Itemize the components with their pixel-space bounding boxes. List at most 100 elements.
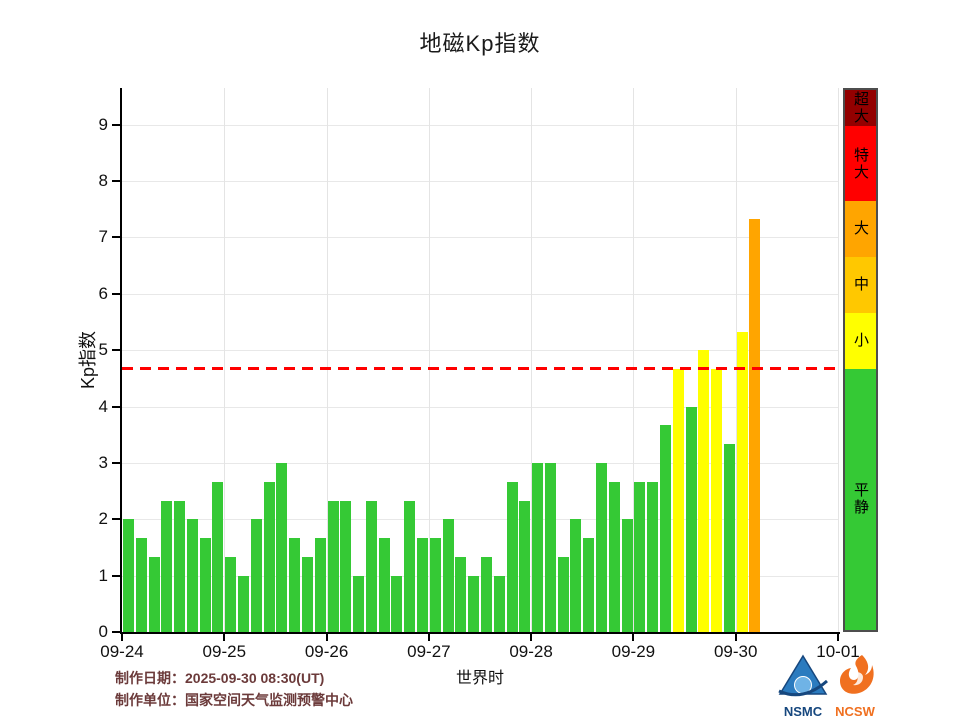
x-tick-mark xyxy=(325,634,328,641)
gridline-h xyxy=(122,406,838,408)
kp-bar xyxy=(212,481,224,632)
x-axis-label: 世界时 xyxy=(455,670,504,687)
kp-bar xyxy=(723,444,735,632)
kp-bar xyxy=(608,481,620,632)
x-tick-mark xyxy=(734,634,737,641)
svg-text:NSMC: NSMC xyxy=(784,705,823,718)
y-tick-label: 5 xyxy=(98,340,108,360)
gridline-v xyxy=(428,88,430,632)
gridline-h xyxy=(122,462,838,464)
kp-bar xyxy=(429,537,441,632)
kp-bar xyxy=(289,537,301,632)
storm-threshold-line xyxy=(122,367,838,371)
y-tick-mark xyxy=(112,123,120,126)
colorbar-segment-label: 小 xyxy=(852,332,869,350)
x-tick-label: 09-24 xyxy=(100,642,144,661)
kp-bar xyxy=(557,557,569,632)
kp-bar xyxy=(417,537,428,632)
colorbar-segment: 小 xyxy=(845,312,876,369)
plot-area xyxy=(122,88,839,632)
kp-bar xyxy=(480,557,492,632)
colorbar-segment: 大 xyxy=(845,200,876,257)
ncsw-logo: NCSW xyxy=(832,654,878,720)
chart-title: 地磁Kp指数 xyxy=(419,31,541,56)
x-tick-label: 09-26 xyxy=(304,642,349,661)
kp-bar xyxy=(276,462,288,632)
kp-bar xyxy=(199,537,211,632)
x-tick-label: 09-25 xyxy=(202,642,247,661)
y-tick-label: 6 xyxy=(98,283,108,303)
kp-severity-colorbar: 超大 特大大中小平静 xyxy=(843,88,878,632)
kp-bar xyxy=(301,557,313,632)
kp-bar xyxy=(238,575,249,632)
kp-bar xyxy=(148,557,160,632)
kp-bar xyxy=(570,519,582,632)
x-tick-mark xyxy=(427,634,430,641)
kp-bar xyxy=(749,218,761,632)
kp-bar xyxy=(468,575,480,632)
gridline-v xyxy=(224,88,226,632)
x-tick-mark xyxy=(121,634,123,641)
kp-bar xyxy=(647,481,659,632)
x-tick-label: 09-28 xyxy=(509,642,553,661)
svg-text:NCSW: NCSW xyxy=(835,705,875,718)
production-date: 制作日期：2025-09-30 08:30(UT) xyxy=(115,670,325,686)
kp-bar xyxy=(135,537,147,632)
x-tick-label: 09-27 xyxy=(407,642,451,661)
kp-bar xyxy=(711,368,722,632)
gridline-h xyxy=(122,181,838,182)
colorbar-segment-label: 超大 xyxy=(852,91,869,126)
kp-bar xyxy=(225,557,237,632)
kp-bar xyxy=(161,500,173,632)
y-tick-mark xyxy=(112,292,120,295)
x-tick-mark xyxy=(530,634,533,641)
nsmc-logo-icon xyxy=(778,654,828,697)
kp-bar xyxy=(544,462,556,632)
kp-bar xyxy=(698,350,710,632)
gridline-h xyxy=(122,237,838,239)
kp-bar xyxy=(634,481,646,632)
y-tick-label: 4 xyxy=(98,396,108,416)
gridline-v xyxy=(326,88,328,632)
y-axis-label: Kp指数 xyxy=(78,330,98,390)
y-tick-label: 2 xyxy=(98,509,108,529)
kp-bar xyxy=(455,557,467,632)
colorbar-segment: 超大 xyxy=(845,90,876,127)
colorbar-segment-label: 特大 xyxy=(852,146,869,181)
kp-bar xyxy=(404,500,416,632)
y-tick-label: 3 xyxy=(98,452,108,472)
x-tick-label: 09-29 xyxy=(611,642,656,661)
kp-bar xyxy=(672,368,684,632)
y-tick-mark xyxy=(112,461,120,464)
kp-bar xyxy=(596,462,607,632)
colorbar-segment-label: 平静 xyxy=(852,482,869,517)
colorbar-segment: 平静 xyxy=(845,368,876,630)
kp-bar xyxy=(186,519,198,632)
x-tick-mark xyxy=(223,634,226,641)
kp-bar xyxy=(250,519,262,632)
y-tick-mark xyxy=(112,349,120,352)
kp-bar xyxy=(736,331,748,632)
x-axis-spine xyxy=(120,632,840,634)
gridline-h xyxy=(122,519,838,521)
nsmc-logo-text: NSMC xyxy=(784,704,823,719)
kp-bar xyxy=(391,575,403,632)
kp-bar xyxy=(583,537,595,632)
kp-bar xyxy=(659,425,671,632)
kp-bar xyxy=(442,519,454,632)
gridline-h xyxy=(122,124,838,126)
kp-bar xyxy=(340,500,352,632)
colorbar-segment-label: 中 xyxy=(852,276,869,294)
x-tick-label: 09-30 xyxy=(713,642,758,661)
kp-bar xyxy=(519,500,531,632)
y-tick-label: 0 xyxy=(98,622,108,641)
y-tick-label: 8 xyxy=(98,171,108,190)
gridline-v xyxy=(838,88,839,632)
y-tick-label: 7 xyxy=(98,227,108,247)
colorbar-segment-label: 大 xyxy=(852,220,869,238)
kp-bar xyxy=(353,575,364,632)
gridline-h xyxy=(122,350,838,352)
y-tick-mark xyxy=(112,405,120,408)
kp-bar xyxy=(685,406,697,632)
